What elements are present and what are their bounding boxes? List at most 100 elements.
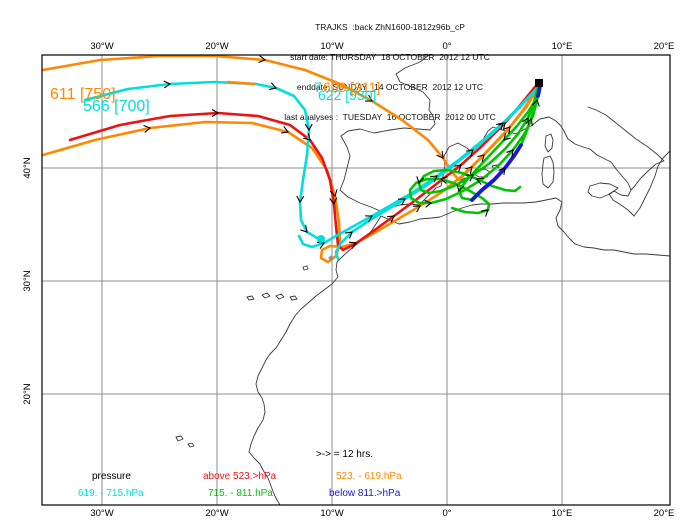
coastline: [248, 215, 382, 506]
trajectory-level-labels: 611 [750]566 [700] 7 608 [911]622 [930]: [50, 79, 380, 115]
coastlines: [248, 54, 671, 506]
trajectory-traj-700hPa-cyan-arc: [83, 80, 323, 241]
12hr-arrow-icon: [303, 133, 311, 141]
12hr-arrow-icon: [466, 174, 474, 182]
trajectory-segment-blue-below811-tip: [536, 84, 542, 98]
12hr-arrow-icon: [387, 215, 395, 223]
12hr-arrow-icon: [498, 167, 506, 175]
plot-id-line: TRAJKS :back ZhN1600-1812z96b_cP: [315, 22, 465, 32]
12hr-arrow-icon: [481, 209, 489, 217]
trajectory-level-label: 7: [314, 79, 322, 95]
12hr-arrow-icon: [345, 231, 353, 239]
coastline: [633, 150, 671, 217]
trajectory-traj-green-blue-hairpin: [457, 91, 541, 202]
12hr-arrow-icon: [300, 225, 308, 233]
trajectory-level-label: 566 [700]: [83, 98, 150, 115]
islands: [175, 133, 619, 448]
12hr-arrow-icon: [475, 177, 484, 185]
12hr-arrow-icon: [211, 109, 220, 117]
12hr-arrow-icon: [163, 80, 172, 89]
legend-entry: 619. - 715.hPa: [78, 488, 144, 499]
loop-point-marker: [328, 255, 334, 261]
12hr-arrow-icon: [258, 55, 267, 64]
island-outline: [491, 164, 500, 170]
legend-entry: below 811.>hPa: [329, 488, 401, 499]
12hr-arrow-icon: [521, 117, 529, 125]
trajectory-level-label: 611 [750]: [50, 86, 116, 103]
last-analyses-line: last analyses : TUESDAY 16 OCTOBER 2012 …: [284, 112, 496, 122]
trajectory-endpoint-blob: [317, 235, 325, 243]
arrow-interval-annotation: >-> = 12 hrs.: [316, 449, 373, 460]
12hr-arrow-icon: [477, 154, 485, 162]
axis-label-left: 40°N: [22, 157, 33, 178]
12hr-arrow-icon: [430, 175, 438, 183]
pressure-legend: pressure above 523.>hPa 523. - 619.hPa 619.…: [78, 471, 402, 499]
legend-entry: 523. - 619.hPa: [336, 471, 402, 482]
12hr-arrow-icon: [525, 117, 534, 126]
12hr-arrow-icon: [143, 125, 152, 133]
coastline: [587, 106, 665, 191]
trajectory-traj-orange-morocco-loop: [41, 88, 538, 264]
axis-label-top: 10°W: [320, 41, 343, 52]
island-outline: [302, 265, 309, 271]
island-outline: [289, 295, 298, 301]
axis-label-bottom: 20°E: [654, 508, 675, 519]
12hr-arrow-icon: [436, 151, 444, 159]
12hr-arrow-icon: [349, 241, 357, 249]
12hr-arrow-icon: [269, 82, 278, 91]
axis-label-bottom: 20°W: [205, 508, 228, 519]
island-outline: [541, 155, 555, 189]
12hr-arrow-icon: [503, 133, 511, 141]
12hr-arrow-icon: [365, 215, 373, 223]
legend-entry: above 523.>hPa: [203, 471, 277, 482]
12hr-arrow-icon: [503, 126, 511, 134]
markers: [317, 79, 543, 261]
island-outline: [275, 293, 285, 300]
axis-label-left: 20°N: [22, 383, 33, 404]
12hr-arrow-icon: [304, 123, 313, 132]
arrival-point-square-marker: [535, 79, 543, 87]
trajectory-level-label: 622 [930]: [318, 87, 376, 103]
axis-label-bottom: 0°: [442, 508, 451, 519]
axis-label-top: 20°E: [654, 41, 675, 52]
12hr-arrow-icon: [466, 149, 474, 157]
axis-label-top: 0°: [442, 41, 451, 52]
frame: [41, 54, 671, 506]
arrowheads: [143, 55, 540, 249]
12hr-arrow-icon: [329, 189, 338, 198]
axis-label-top: 30°W: [90, 41, 113, 52]
island-outline: [261, 292, 271, 299]
12hr-arrow-icon: [329, 197, 338, 206]
axis-label-bottom: 10°W: [320, 508, 343, 519]
12hr-arrow-icon: [454, 164, 462, 172]
legend-entry: 715. - 811.hPa: [208, 488, 273, 499]
start-date-line: start date: THURSDAY 18 OCTOBER 2012 12 …: [290, 52, 490, 62]
trajectory-level-label: 608 [911]: [323, 79, 380, 95]
trajectory-traj-cyan-right-b: [334, 88, 538, 261]
12hr-arrow-icon: [416, 176, 425, 185]
axis-labels: 30°W 20°W 10°W 0° 10°E 20°E 30°W 20°W 10°W 0° 10°E…: [22, 41, 674, 519]
12hr-arrow-icon: [424, 199, 433, 208]
12hr-arrow-icon: [496, 122, 504, 130]
trajectories: [41, 54, 542, 264]
island-outline: [187, 442, 195, 448]
island-outline: [175, 435, 184, 442]
12hr-arrow-icon: [281, 126, 290, 134]
12hr-arrow-icon: [365, 94, 373, 102]
12hr-arrow-icon: [413, 205, 421, 213]
axis-label-left: 30°N: [22, 270, 33, 291]
trajectory-segment-orange-patch-on-cyan-arc: [226, 80, 256, 86]
12hr-arrow-icon: [498, 122, 506, 130]
12hr-arrow-icon: [532, 98, 540, 107]
axis-label-top: 20°W: [205, 41, 228, 52]
island-outline: [246, 295, 255, 301]
axis-label-bottom: 30°W: [90, 508, 113, 519]
trajectory-traj-green-loop-2: [408, 83, 541, 215]
title-block: TRAJKS :back ZhN1600-1812z96b_cP start d…: [284, 2, 496, 142]
12hr-arrow-icon: [456, 184, 465, 193]
lat-lon-grid: [42, 55, 670, 505]
12hr-arrow-icon: [506, 149, 514, 157]
12hr-arrow-icon: [439, 176, 448, 184]
